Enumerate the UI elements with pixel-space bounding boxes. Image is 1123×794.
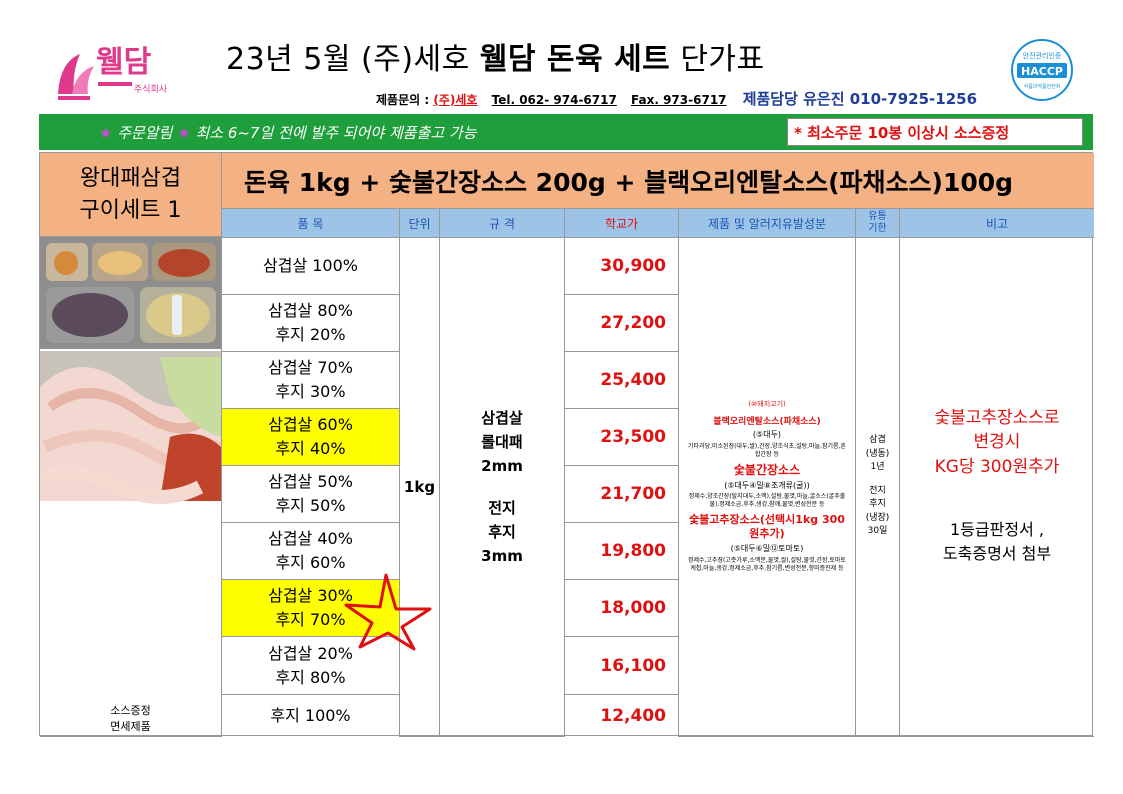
item-cell-2: 삼겹살 80% 후지 20%: [222, 295, 400, 352]
tel-number: Tel. 062- 974-6717: [491, 93, 617, 107]
brand-logo: 웰담 주식회사: [50, 32, 180, 112]
price-cell-2: 27,200: [565, 295, 679, 352]
haccp-badge: 안전관리인증 HACCP 식품의약품안전처: [1010, 38, 1074, 102]
photo-note: 소스증정 면세제품: [110, 704, 151, 733]
spec-cell: 삼겹살 롤대패 2mm 전지 후지 3mm: [440, 237, 565, 737]
ingredients-cell: (⑩돼지고기) 블랙오리엔탈소스(파채소스) (⑤대두) 기타과당,미소된장(대…: [679, 237, 856, 737]
svg-text:HACCP: HACCP: [1021, 65, 1063, 78]
svg-text:주식회사: 주식회사: [134, 84, 168, 95]
contact-label: 제품문의 :: [376, 93, 430, 107]
company-name: (주)세호: [433, 93, 478, 107]
price-table: 왕대패삼겹 구이세트 1 돈육 1kg + 숯불간장소스 200g + 블랙오리…: [38, 152, 1094, 737]
min-order-box: * 최소주문 10봉 이상시 소스증정: [787, 118, 1083, 146]
item-cell-5: 삼겹살 50% 후지 50%: [222, 466, 400, 523]
price-cell-9: 12,400: [565, 695, 679, 737]
item-cell-4: 삼겹살 60% 후지 40%: [222, 409, 400, 466]
page-title: 23년 5월 (주)세호 웰담 돈육 세트 단가표: [226, 42, 765, 77]
price-cell-7: 18,000: [565, 580, 679, 637]
svg-text:식품의약품안전처: 식품의약품안전처: [1024, 83, 1061, 90]
column-header-spec: 규 격: [440, 209, 565, 238]
contact-line: 제품문의 : (주)세호 Tel. 062- 974-6717 Fax. 973…: [376, 88, 977, 109]
column-header-item: 품 목: [222, 209, 400, 238]
item-cell-6: 삼겹살 40% 후지 60%: [222, 523, 400, 580]
product-photo-image: [38, 237, 226, 504]
expiry-cell: 삼겹 (냉동) 1년 전지 후지 (냉장) 30일: [856, 237, 900, 737]
price-cell-3: 25,400: [565, 352, 679, 409]
product-photos: 소스증정 면세제품: [38, 237, 226, 737]
column-header-unit: 단위: [400, 209, 440, 238]
star-icon: ★: [177, 124, 191, 142]
item-cell-3: 삼겹살 70% 후지 30%: [222, 352, 400, 409]
column-header-price: 학교가: [565, 209, 679, 238]
column-header-note: 비고: [900, 209, 1094, 238]
price-cell-1: 30,900: [565, 237, 679, 295]
item-cell-9: 후지 100%: [222, 695, 400, 737]
item-cell-8: 삼겹살 20% 후지 80%: [222, 637, 400, 695]
svg-text:안전관리인증: 안전관리인증: [1023, 51, 1062, 60]
star-icon: ★: [99, 124, 113, 142]
item-cell-1: 삼겹살 100%: [222, 237, 400, 295]
set-name: 왕대패삼겹 구이세트 1: [40, 153, 222, 237]
price-cell-4: 23,500: [565, 409, 679, 466]
svg-text:웰담: 웰담: [96, 45, 152, 80]
unit-cell: 1kg: [400, 237, 440, 737]
column-header-ingredients: 제품 및 알러지유발성분: [679, 209, 856, 238]
column-header-expiry: 유통 기한: [856, 209, 900, 238]
price-cell-6: 19,800: [565, 523, 679, 580]
price-cell-5: 21,700: [565, 466, 679, 523]
order-notice-text: ★ 주문알림 ★ 최소 6~7일 전에 발주 되어야 제품출고 가능: [99, 124, 477, 142]
hand-drawn-star-icon: [344, 573, 432, 651]
price-cell-8: 16,100: [565, 637, 679, 695]
note-cell: 숯불고추장소스로 변경시 KG당 300원추가 1등급판정서 , 도축증명서 첨…: [900, 237, 1094, 737]
manager-contact: 제품담당 유은진 010-7925-1256: [742, 90, 978, 108]
fax-number: Fax. 973-6717: [631, 93, 727, 107]
order-notice-bar: ★ 주문알림 ★ 최소 6~7일 전에 발주 되어야 제품출고 가능 * 최소주…: [39, 114, 1093, 150]
set-description: 돈육 1kg + 숯불간장소스 200g + 블랙오리엔탈소스(파채소스)100…: [222, 153, 1094, 209]
